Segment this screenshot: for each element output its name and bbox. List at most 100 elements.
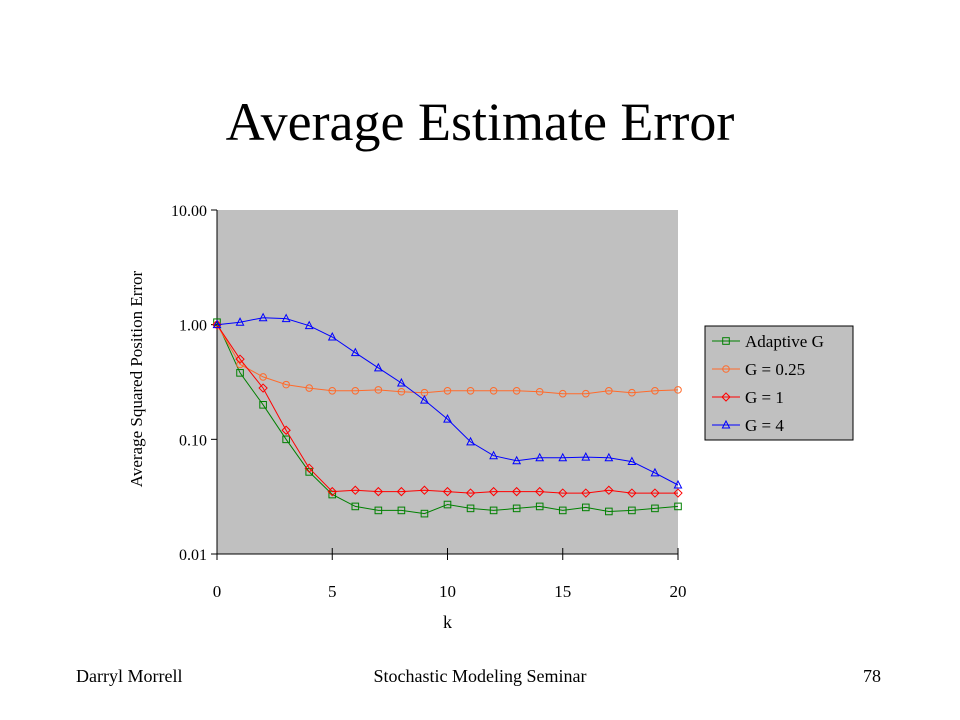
legend-marker [722,337,730,345]
x-tick-label: 5 [328,582,337,601]
legend-label: G = 4 [745,416,784,435]
legend-item: G = 1 [712,388,784,407]
data-point [466,504,475,513]
plot-area [217,210,678,554]
data-point [489,506,498,515]
data-point [605,507,613,516]
series-line [216,321,679,515]
data-point [650,488,660,498]
x-axis-label: k [443,612,452,632]
data-point [489,450,499,460]
data-point [535,452,545,462]
data-point [674,502,682,511]
x-tick-label: 10 [439,582,456,601]
y-tick-label: 10.00 [171,203,207,220]
series-line [216,324,679,395]
series-line [216,317,679,486]
data-point [374,386,383,394]
data-point [212,319,222,329]
data-point [512,387,521,395]
data-point [443,387,452,395]
data-point [327,486,337,497]
data-point [581,488,591,498]
data-point [466,436,475,446]
series-line [216,324,678,494]
data-point [627,456,637,466]
data-point [374,506,383,515]
data-point [212,319,222,330]
data-point [236,360,244,369]
legend: Adaptive G G = 0.25 G = 1 G = 4 [704,325,854,441]
data-point [558,452,568,462]
data-point [235,354,245,364]
data-point [558,506,567,515]
data-point [282,435,290,444]
data-point [604,452,614,462]
data-point [674,386,682,394]
y-tick-label: 0.01 [179,547,207,564]
data-point [258,312,268,322]
data-point [281,425,291,435]
data-point [628,388,636,397]
legend-item: G = 0.25 [712,360,805,379]
legend-item: Adaptive G [712,332,824,351]
data-point [582,389,590,398]
data-point [305,384,314,392]
data-point [673,488,683,498]
data-point [650,467,660,477]
data-point [236,369,244,377]
data-point [304,463,314,473]
data-point [350,485,361,495]
slide-title: Average Estimate Error [225,92,735,152]
legend-marker [721,419,731,429]
data-point [511,486,522,497]
data-point [281,313,291,323]
legend-label: G = 0.25 [745,360,805,379]
legend-item: G = 4 [712,416,784,435]
footer-page-number: 78 [863,666,881,686]
data-point [604,485,614,495]
series-g-4 [212,312,683,489]
x-tick-label: 15 [554,582,571,601]
data-point [373,486,384,497]
x-tick-label: 0 [213,582,222,601]
data-point [558,488,568,498]
data-point [535,387,544,396]
data-point [466,387,475,395]
data-point [628,506,636,515]
data-point [651,504,659,513]
data-point [397,506,406,515]
data-point [512,455,522,465]
data-point [581,452,591,461]
data-point [534,486,545,497]
legend-marker [722,365,730,373]
y-axis-label: Average Squared Position Error [127,270,146,487]
data-point [535,502,544,511]
data-point [258,383,268,393]
legend-box [704,325,854,441]
data-point [558,389,567,398]
data-point [582,503,590,512]
footer-seminar-title: Stochastic Modeling Seminar [373,666,587,686]
series-adaptive-g [213,318,682,518]
data-point [443,500,452,509]
data-point [605,387,613,395]
data-point [259,373,267,381]
data-point [351,387,360,395]
y-tick-label: 0.10 [179,432,207,449]
data-point [651,387,659,395]
legend-label: Adaptive G [745,332,824,351]
data-point [420,394,429,404]
data-point [282,380,290,389]
data-point [327,331,337,341]
data-point [328,387,337,395]
data-point [259,401,267,409]
legend-label: G = 1 [745,388,784,407]
data-point [350,347,360,357]
legend-marker [721,392,731,402]
data-point [397,387,406,396]
data-point [442,486,453,497]
data-point [235,317,245,326]
data-point [443,414,452,423]
